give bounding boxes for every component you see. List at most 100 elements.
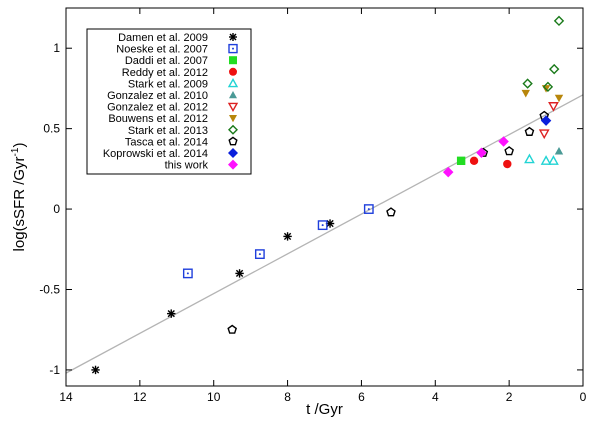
data-point <box>469 156 479 166</box>
data-point <box>227 324 237 334</box>
legend-marker <box>228 136 238 146</box>
data-point <box>476 147 487 159</box>
data-point <box>498 136 509 147</box>
series-5 <box>524 153 559 165</box>
data-point <box>549 63 560 75</box>
legend-entry: Daddi et al. 2007 <box>125 55 237 67</box>
y-tick-label: -0.5 <box>39 282 60 296</box>
legend-label: Gonzalez et al. 2010 <box>107 90 208 102</box>
data-point <box>386 207 396 217</box>
x-axis: 14 12 10 8 6 4 2 0 <box>59 8 587 404</box>
legend-label: Koprowski et al. 2014 <box>103 148 208 160</box>
series-9 <box>522 15 565 93</box>
legend-label: Noeske et al. 2007 <box>116 44 208 56</box>
legend-marker <box>229 33 237 41</box>
legend-marker <box>229 56 237 65</box>
y-tick-label: 0.5 <box>43 122 60 136</box>
data-point <box>167 309 176 318</box>
legend-entry: Stark et al. 2009 <box>128 77 239 90</box>
x-tick-label: 0 <box>580 390 587 404</box>
y-tick-label: 1 <box>53 41 60 55</box>
data-point <box>524 126 535 136</box>
x-tick-label: 10 <box>207 390 221 404</box>
legend-entry: Noeske et al. 2007 <box>116 43 238 56</box>
data-point <box>456 156 466 166</box>
y-axis-title: log(sSFR /Gyr-1) <box>10 143 28 252</box>
data-point <box>540 115 552 126</box>
plot-frame <box>65 7 584 387</box>
legend-entry: Gonzalez et al. 2012 <box>107 102 239 114</box>
data-point <box>503 159 512 169</box>
data-point <box>548 102 559 112</box>
series-2 <box>182 204 374 279</box>
data-point <box>91 365 100 375</box>
data-point <box>553 15 565 27</box>
y-axis: -1 -0.5 0 0.5 1 <box>39 41 583 377</box>
legend-entry: Koprowski et al. 2014 <box>103 148 238 160</box>
data-point <box>542 81 554 93</box>
legend-entry: Tasca et al. 2014 <box>125 136 238 148</box>
series-1 <box>91 219 335 375</box>
legend-label: Bouwens et al. 2012 <box>108 113 208 125</box>
fit-line-layer <box>65 94 584 374</box>
y-tick-label: 0 <box>53 202 60 216</box>
data-point <box>442 166 454 178</box>
series-7 <box>538 102 559 140</box>
x-tick-label: 12 <box>133 390 147 404</box>
data-point <box>538 129 550 140</box>
fit-line <box>65 94 584 374</box>
series-11 <box>540 115 552 126</box>
data-point <box>548 155 559 165</box>
legend-marker <box>227 102 239 113</box>
x-tick-label: 2 <box>506 390 513 404</box>
x-tick-label: 14 <box>59 390 73 404</box>
data-point <box>504 146 514 156</box>
legend-label: this work <box>165 160 209 172</box>
x-tick-label: 4 <box>432 390 439 404</box>
legend-entry: Damen et al. 2009 <box>118 32 237 44</box>
x-axis-title: t /Gyr <box>306 401 343 418</box>
data-layer <box>91 15 565 375</box>
x-tick-label: 8 <box>284 390 291 404</box>
legend-marker <box>228 159 238 170</box>
data-point <box>554 146 564 155</box>
y-tick-label: -1 <box>49 363 60 377</box>
series-4 <box>469 156 512 169</box>
data-point <box>254 249 265 260</box>
data-point <box>317 220 328 231</box>
legend-marker <box>228 43 238 54</box>
data-point <box>521 89 530 98</box>
legend-entry: Gonzalez et al. 2010 <box>107 90 237 102</box>
data-point <box>283 232 292 241</box>
y-axis-title-sup: -1 <box>10 147 21 156</box>
legend-marker <box>227 77 239 88</box>
legend-entry: this work <box>165 159 238 172</box>
legend-label: Reddy et al. 2012 <box>122 67 208 79</box>
legend-label: Stark et al. 2009 <box>128 78 208 90</box>
data-point <box>363 204 374 214</box>
data-point <box>522 78 533 89</box>
legend-marker <box>228 124 238 135</box>
legend-label: Gonzalez et al. 2012 <box>107 102 208 114</box>
y-axis-title-main: log(sSFR /Gyr <box>11 156 28 251</box>
legend-label: Tasca et al. 2014 <box>125 136 208 148</box>
data-point <box>554 94 564 103</box>
legend-label: Daddi et al. 2007 <box>125 55 208 67</box>
data-point <box>540 155 552 165</box>
x-tick-label: 6 <box>358 390 365 404</box>
y-axis-title-close: ) <box>11 143 28 148</box>
legend-marker <box>228 148 238 158</box>
series-3 <box>456 156 466 166</box>
legend-marker <box>229 115 237 123</box>
legend-box <box>86 28 252 175</box>
data-point <box>182 268 193 279</box>
legend-label: Stark et al. 2013 <box>128 125 208 137</box>
series-12 <box>442 136 509 178</box>
legend-marker <box>229 67 237 76</box>
data-point <box>235 269 244 278</box>
series-6 <box>554 146 564 155</box>
legend-entry: Bouwens et al. 2012 <box>108 113 237 125</box>
data-point <box>524 153 535 164</box>
